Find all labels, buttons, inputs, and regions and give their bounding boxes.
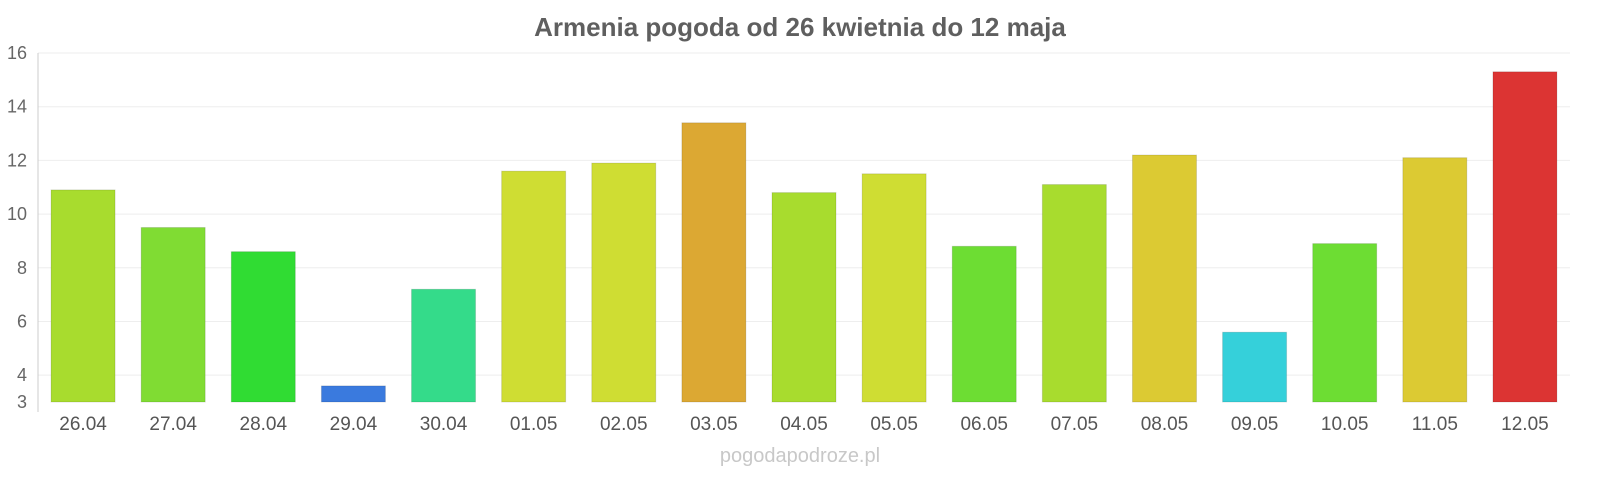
- bar: [50, 189, 116, 403]
- bar: [1131, 154, 1197, 403]
- bar: [1402, 157, 1468, 403]
- y-axis: 3 4 6 8 10 12 14 16: [7, 43, 39, 412]
- x-tick-label: 08.05: [1141, 414, 1189, 435]
- bar: [1312, 243, 1378, 403]
- y-tick-label: 12: [7, 150, 27, 170]
- bar: [681, 122, 747, 403]
- x-tick-label: 07.05: [1051, 414, 1099, 435]
- x-tick-label: 10.05: [1321, 414, 1369, 435]
- x-axis: 26.04 27.04 28.04 29.04 30.04 01.05 02.05 03.05…: [59, 414, 1548, 435]
- x-tick-label: 04.05: [780, 414, 828, 435]
- x-tick-label: 30.04: [420, 414, 468, 435]
- bar: [951, 245, 1017, 403]
- bar: [1041, 184, 1107, 403]
- x-tick-label: 28.04: [240, 414, 288, 435]
- x-tick-label: 03.05: [690, 414, 738, 435]
- bar: [1492, 71, 1558, 403]
- bar: [1222, 331, 1288, 403]
- x-tick-label: 26.04: [59, 414, 107, 435]
- x-tick-label: 06.05: [960, 414, 1008, 435]
- x-tick-label: 05.05: [870, 414, 918, 435]
- bar: [591, 162, 657, 403]
- bar: [411, 288, 477, 403]
- x-tick-label: 12.05: [1501, 414, 1549, 435]
- x-tick-label: 11.05: [1412, 414, 1458, 435]
- bar: [230, 251, 296, 403]
- y-tick-label: 4: [17, 365, 27, 385]
- x-tick-label: 09.05: [1231, 414, 1279, 435]
- bar: [320, 385, 386, 403]
- y-tick-label: 8: [17, 258, 27, 278]
- x-tick-label: 01.05: [510, 414, 558, 435]
- watermark: pogodapodroze.pl: [720, 445, 880, 467]
- bar: [501, 170, 567, 403]
- bar: [771, 192, 837, 403]
- chart-title: Armenia pogoda od 26 kwietnia do 12 maja: [534, 12, 1066, 42]
- y-tick-label: 16: [7, 43, 27, 63]
- bars: [50, 71, 1558, 403]
- y-tick-label: 3: [17, 392, 27, 412]
- x-tick-label: 29.04: [330, 414, 378, 435]
- x-tick-label: 02.05: [600, 414, 648, 435]
- y-tick-label: 6: [17, 311, 27, 331]
- bar: [140, 227, 206, 403]
- y-tick-label: 10: [7, 204, 27, 224]
- bar: [861, 173, 927, 403]
- y-tick-label: 14: [7, 97, 27, 117]
- x-tick-label: 27.04: [149, 414, 197, 435]
